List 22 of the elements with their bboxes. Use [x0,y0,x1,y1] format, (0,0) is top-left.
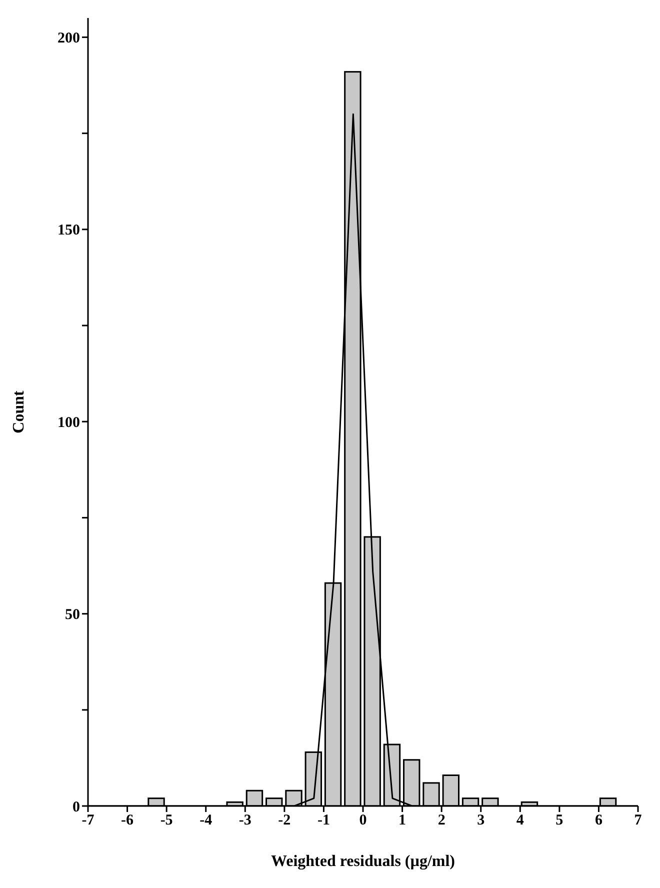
y-tick-label: 50 [65,607,80,624]
x-tick-label: -7 [82,812,95,829]
x-tick-label: -2 [278,812,291,829]
y-tick-label: 150 [58,222,80,239]
y-axis-title: Count [10,390,28,434]
x-tick-label: -4 [200,812,213,829]
x-tick-label: -6 [121,812,134,829]
y-tick-label: 100 [58,414,80,431]
x-tick-label: -5 [160,812,173,829]
x-tick-label: 0 [359,812,367,829]
x-tick-label: 2 [438,812,446,829]
x-tick-label: 7 [634,812,642,829]
x-tick-label: 1 [398,812,406,829]
x-tick-label: 3 [477,812,485,829]
x-tick-label: 6 [594,812,603,829]
x-tick-label: 4 [516,812,524,829]
y-tick-label: 200 [58,30,80,47]
x-tick-label: -3 [238,812,252,829]
x-tick-label: 5 [556,812,564,829]
x-tick-label: -1 [317,812,330,829]
x-axis-title: Weighted residuals (µg/ml) [270,853,456,870]
y-tick-label: 0 [72,799,80,816]
